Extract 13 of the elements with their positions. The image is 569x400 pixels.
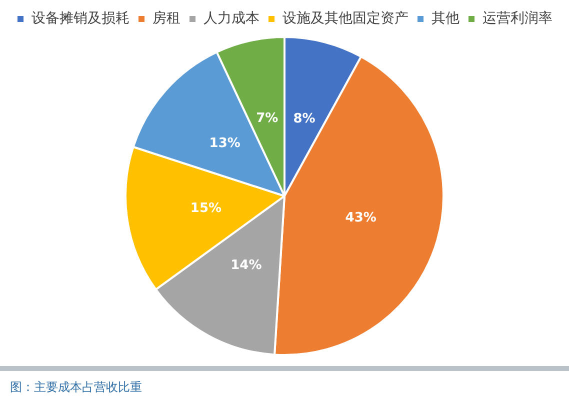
text: 图：主要成本占营收比重 (10, 379, 143, 396)
legend-label: 设施及其他固定资产 (282, 10, 408, 27)
data-label: 8% (293, 111, 316, 126)
data-label: 43% (345, 210, 376, 226)
data-label: 14% (230, 258, 262, 274)
legend-label: 其他 (432, 10, 460, 27)
legend-label: 房租 (152, 10, 180, 27)
data-label: 15% (190, 200, 222, 216)
legend-label: 人力成本 (204, 10, 260, 27)
legend-label: 设备摊销及损耗 (32, 10, 130, 27)
data-label: 7% (256, 110, 278, 126)
data-label: 13% (209, 136, 240, 151)
legend-label: 运营利润率 (482, 10, 552, 27)
